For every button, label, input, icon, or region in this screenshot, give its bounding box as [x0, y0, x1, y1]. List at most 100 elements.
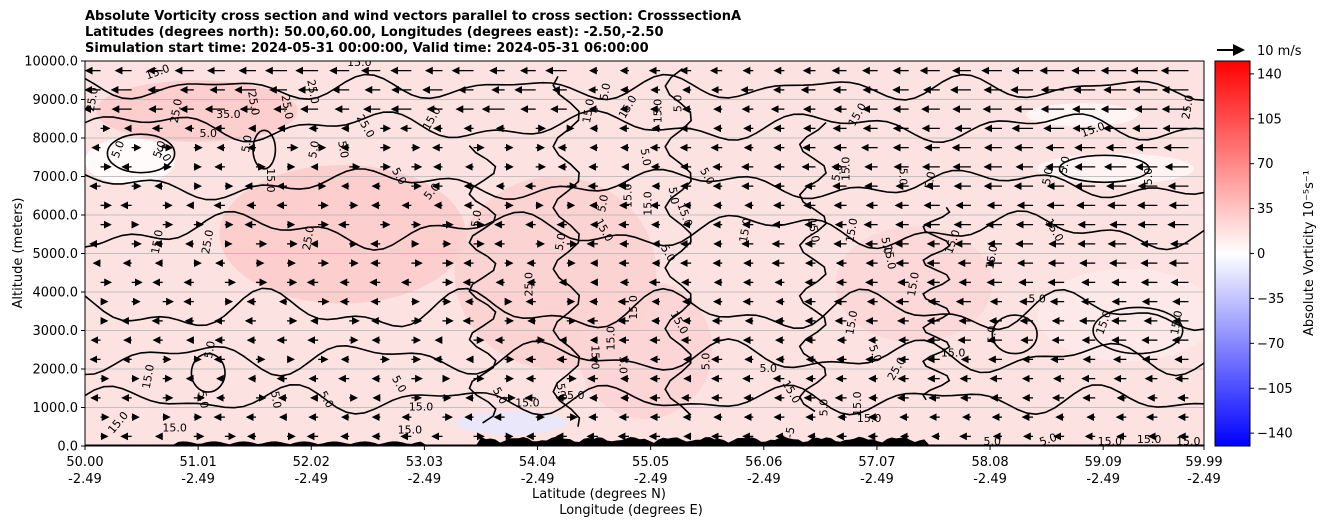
contour-label: 5.0: [595, 194, 611, 213]
contour-label: 5.0: [922, 171, 938, 190]
contour-label: 5.0: [109, 139, 127, 160]
contour-label: 5.0: [199, 127, 217, 140]
contour-label: 5.0: [1038, 431, 1059, 449]
contour-line: [85, 168, 1204, 201]
contour-label: 15.0: [1176, 435, 1201, 448]
vorticity-patch: [219, 164, 466, 304]
contour-label: 5.0: [150, 139, 168, 160]
horizontal-grid-lines: [85, 61, 1204, 446]
x-tick-label-lon: -2.49: [521, 472, 555, 487]
contour-label: 5.0: [202, 340, 218, 359]
x-tick-label-lat: 59.99: [1185, 455, 1222, 470]
terrain-silhouette: [85, 436, 1204, 446]
x-tick-label-lon: -2.49: [181, 472, 215, 487]
y-tick-label: 5000.0: [33, 247, 79, 262]
contour-label: 5.0: [878, 236, 894, 255]
contour-label: 15.0: [737, 217, 754, 243]
contour-label: 25.0: [245, 90, 262, 116]
x-tick-label-lon: -2.49: [860, 472, 894, 487]
contour-label: 15.0: [840, 157, 853, 182]
colorbar-tick-label: −140: [1257, 427, 1293, 442]
contour-label: 25.0: [300, 225, 317, 251]
contour-label: 5.0: [195, 390, 211, 409]
contour-label: 15.0: [843, 310, 860, 336]
contour-label: 15.0: [1098, 435, 1123, 448]
chart-title-line-2: Latitudes (degrees north): 50.00,60.00, …: [85, 25, 664, 40]
contour-label: 5.0: [760, 362, 778, 375]
contour-label: 15.0: [162, 422, 187, 435]
contour-line: [1092, 306, 1184, 355]
x-tick-label-lat: 51.01: [180, 455, 217, 470]
contour-line: [1058, 154, 1150, 184]
contour-label: 15.0: [905, 271, 922, 297]
x-tick-label-lat: 56.06: [745, 455, 782, 470]
contour-line: [991, 314, 1038, 355]
contour-label: 15.0: [941, 347, 966, 360]
x-tick-label-lon: -2.49: [973, 472, 1007, 487]
contour-label: 5.0: [553, 232, 569, 251]
x-axis-label-latitude: Latitude (degrees N): [532, 487, 666, 502]
x-tick-label-lat: 53.03: [406, 455, 443, 470]
x-tick-label-lat: 52.02: [293, 455, 330, 470]
colorbar-label: Absolute Vorticity 10⁻⁵s⁻¹: [1302, 170, 1317, 336]
contour-line: [85, 287, 1204, 332]
contour-line: [85, 338, 1204, 377]
contour-label: 15.0: [264, 168, 277, 193]
contour-label: 15.0: [652, 99, 665, 124]
colorbar-tick-label: 70: [1257, 157, 1274, 172]
x-axis-label-longitude: Longitude (degrees E): [559, 503, 703, 518]
contour-label: 15.0: [589, 345, 602, 370]
vorticity-patch: [577, 280, 713, 420]
chart-title-line-3: Simulation start time: 2024-05-31 00:00:…: [85, 41, 649, 56]
contour-label: 5.0: [306, 140, 322, 159]
contour-label: 25.0: [1179, 94, 1196, 120]
y-axis: 0.0 1000.0 2000.0 3000.0 4000.0 5000.0 6000.0 7…: [24, 55, 85, 455]
contour-label: 5.0: [829, 163, 845, 182]
colorbar: 140 105 70 35 0 −35 −70 −105 −140 Absolute Vorti…: [1214, 60, 1317, 447]
contour-label: 15.0: [805, 217, 822, 243]
contour-label: 5.0: [1142, 168, 1155, 186]
contour-label: 25.0: [279, 94, 296, 120]
colorbar-tick-label: −70: [1257, 337, 1284, 352]
x-tick-label-lon: -2.49: [68, 472, 102, 487]
contour-line: [552, 76, 581, 427]
contour-label: 25.0: [523, 272, 536, 297]
contour-label: 5.0: [638, 147, 654, 166]
y-tick-label: 7000.0: [33, 170, 79, 185]
y-tick-label: 2000.0: [33, 363, 79, 378]
contour-label: 25.0: [304, 79, 321, 105]
terrain-shape: [85, 436, 1204, 446]
contour-label: 25.0: [560, 389, 585, 402]
contour-label: 15.0: [604, 326, 617, 351]
contour-label: 15.0: [983, 244, 1000, 270]
contour-label: 5.0: [666, 186, 682, 205]
contour-label: -5: [783, 426, 798, 439]
contour-label: 15.0: [851, 391, 864, 416]
x-tick-label-lon: -2.49: [1187, 472, 1221, 487]
y-tick-label: 0.0: [57, 440, 78, 455]
y-tick-label: 8000.0: [33, 132, 79, 147]
contour-label: 15.0: [140, 363, 157, 389]
contour-label: 5.0: [617, 356, 630, 374]
contour-label: 5.0: [554, 382, 570, 401]
contour-label: 5.0: [672, 95, 685, 113]
x-tick-label-lat: 58.08: [971, 455, 1008, 470]
contour-label: 5.0: [1028, 293, 1046, 306]
chart-title-line-1: Absolute Vorticity cross section and win…: [85, 9, 742, 24]
contour-label: 25.0: [84, 86, 101, 112]
contour-label: 15.0: [409, 401, 434, 414]
contour-line: [85, 210, 1204, 251]
contour-label: 5.0: [1057, 155, 1073, 174]
y-tick-label: 10000.0: [24, 55, 78, 70]
x-tick-label-lon: -2.49: [408, 472, 442, 487]
contour-label: 5.0: [597, 82, 613, 101]
contour-label: 15.0: [641, 191, 654, 216]
contour-label: 5.0: [700, 353, 713, 371]
contour-label: 5.0: [866, 343, 884, 364]
contour-label: 5.0: [897, 168, 910, 186]
y-tick-label: 6000.0: [33, 209, 79, 224]
contour-label: 5.0: [239, 134, 255, 153]
x-tick-label-lon: -2.49: [634, 472, 668, 487]
contour-label: 15.0: [580, 98, 597, 124]
